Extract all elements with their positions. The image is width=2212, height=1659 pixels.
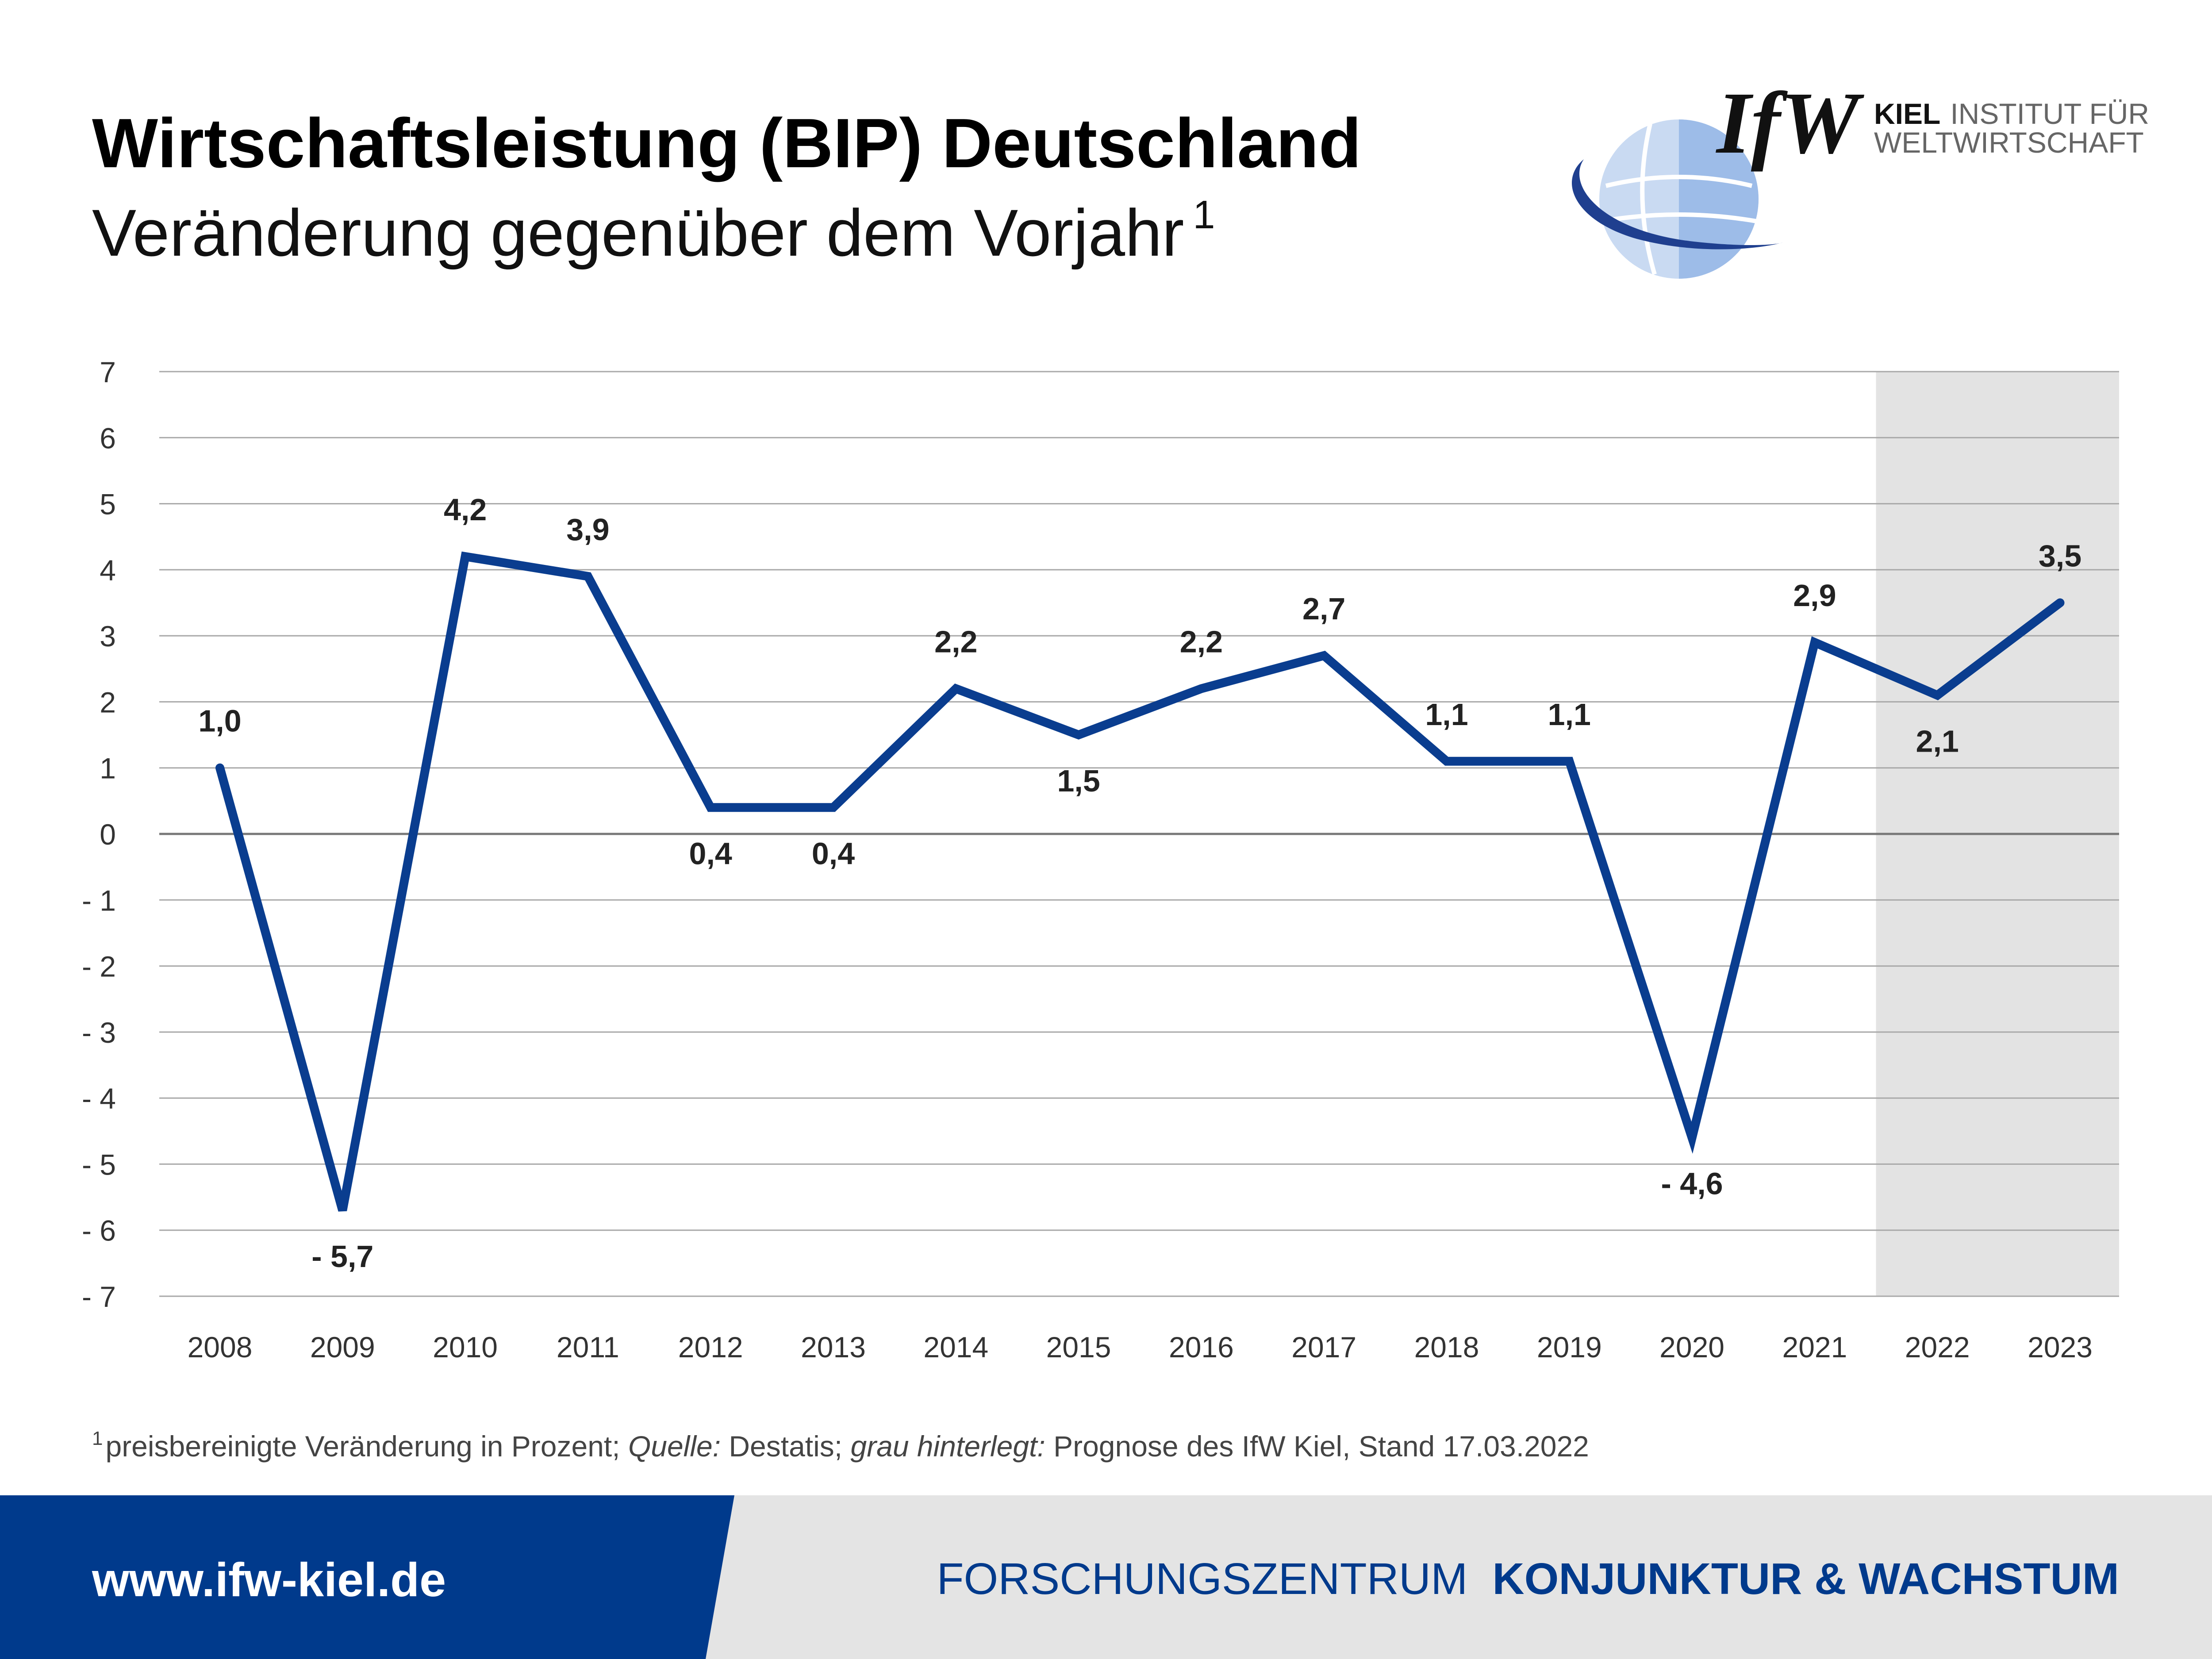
globe-icon — [1572, 119, 1783, 279]
x-tick-label: 2009 — [310, 1331, 375, 1363]
gridlines — [159, 371, 2119, 1297]
y-tick-label: - 4 — [82, 1082, 116, 1115]
x-tick-label: 2016 — [1169, 1331, 1234, 1363]
data-label: 2,7 — [1302, 591, 1345, 626]
x-tick-label: 2012 — [678, 1331, 743, 1363]
y-tick-label: 3 — [100, 620, 116, 653]
chart-title: Wirtschaftsleistung (BIP) Deutschland — [92, 104, 1361, 182]
x-tick-label: 2013 — [801, 1331, 866, 1363]
data-label: - 5,7 — [311, 1239, 373, 1274]
x-tick-label: 2017 — [1291, 1331, 1356, 1363]
chart-subtitle: Veränderung gegenüber dem Vorjahr 1 — [92, 193, 1215, 270]
data-label: 4,2 — [444, 492, 487, 527]
logo-line1: KIEL INSTITUT FÜR — [1874, 97, 2149, 130]
footer-url[interactable]: www.ifw-kiel.de — [92, 1553, 446, 1606]
footer-url-panel — [0, 1495, 734, 1659]
y-tick-label: - 1 — [82, 884, 116, 917]
data-label: 1,0 — [198, 704, 241, 738]
data-label: 2,9 — [1793, 578, 1836, 613]
data-label: 3,5 — [2039, 539, 2081, 573]
data-label: 0,4 — [812, 836, 855, 871]
x-tick-label: 2022 — [1905, 1331, 1970, 1363]
x-tick-label: 2021 — [1782, 1331, 1847, 1363]
y-tick-label: 1 — [100, 752, 116, 785]
y-tick-label: 6 — [100, 422, 116, 454]
y-tick-label: 4 — [100, 554, 116, 587]
x-tick-label: 2015 — [1046, 1331, 1111, 1363]
y-tick-label: - 6 — [82, 1214, 116, 1247]
y-tick-label: 2 — [100, 686, 116, 718]
x-tick-label: 2014 — [923, 1331, 988, 1363]
y-tick-label: 0 — [100, 818, 116, 851]
footnote: 1preisbereinigte Veränderung in Prozent;… — [92, 1428, 1589, 1463]
data-labels: 1,0 - 5,7 4,2 3,9 0,4 0,4 2,2 1,5 2,2 2,7 1,1 1,1 - … — [198, 492, 2081, 1274]
data-label: 2,2 — [934, 625, 977, 659]
x-tick-label: 2011 — [557, 1331, 619, 1363]
data-label: 3,9 — [566, 512, 609, 547]
x-tick-label: 2020 — [1659, 1331, 1724, 1363]
y-axis-ticks: 7 6 5 4 3 2 1 0 - 1 - 2 - 3 - 4 - 5 - 6 - 7 — [82, 356, 116, 1313]
y-tick-label: - 2 — [82, 950, 116, 983]
x-tick-label: 2018 — [1414, 1331, 1479, 1363]
y-tick-label: - 5 — [82, 1148, 116, 1181]
footer-research-center: FORSCHUNGSZENTRUM KONJUNKTUR & WACHSTUM — [937, 1554, 2119, 1604]
data-label: 0,4 — [689, 836, 732, 871]
footer: www.ifw-kiel.de FORSCHUNGSZENTRUM KONJUNK… — [0, 1495, 2212, 1659]
y-tick-label: 7 — [100, 356, 116, 388]
x-tick-label: 2019 — [1537, 1331, 1602, 1363]
y-tick-label: - 7 — [82, 1280, 116, 1313]
data-label: 2,2 — [1180, 625, 1223, 659]
y-tick-label: 5 — [100, 488, 116, 521]
x-tick-label: 2010 — [433, 1331, 498, 1363]
y-tick-label: - 3 — [82, 1016, 116, 1049]
data-label: 1,1 — [1425, 697, 1468, 732]
series-line — [215, 551, 2065, 1212]
x-tick-label: 2008 — [188, 1331, 253, 1363]
data-label: - 4,6 — [1661, 1167, 1723, 1201]
x-tick-label: 2023 — [2028, 1331, 2093, 1363]
ifw-logo: IfW KIEL INSTITUT FÜR WELTWIRTSCHAFT — [1572, 74, 2149, 279]
logo-line2: WELTWIRTSCHAFT — [1874, 126, 2144, 159]
data-label: 1,5 — [1057, 764, 1100, 798]
data-label: 2,1 — [1916, 724, 1959, 759]
data-label: 1,1 — [1548, 697, 1591, 732]
logo-wordmark: IfW — [1716, 74, 1864, 172]
x-axis-ticks: 2008 2009 2010 2011 2012 2013 2014 2015 2016 2017… — [188, 1331, 2093, 1363]
